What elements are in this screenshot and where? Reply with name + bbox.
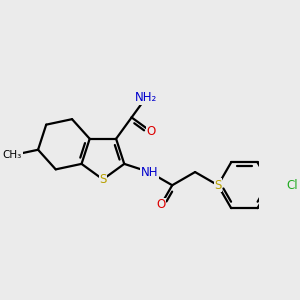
Text: O: O xyxy=(156,198,166,211)
Text: S: S xyxy=(99,173,106,186)
Text: NH₂: NH₂ xyxy=(135,91,157,104)
Text: CH₃: CH₃ xyxy=(3,150,22,160)
Text: S: S xyxy=(214,179,222,192)
Text: NH: NH xyxy=(141,166,158,178)
Text: Cl: Cl xyxy=(286,179,298,192)
Text: O: O xyxy=(146,124,156,138)
